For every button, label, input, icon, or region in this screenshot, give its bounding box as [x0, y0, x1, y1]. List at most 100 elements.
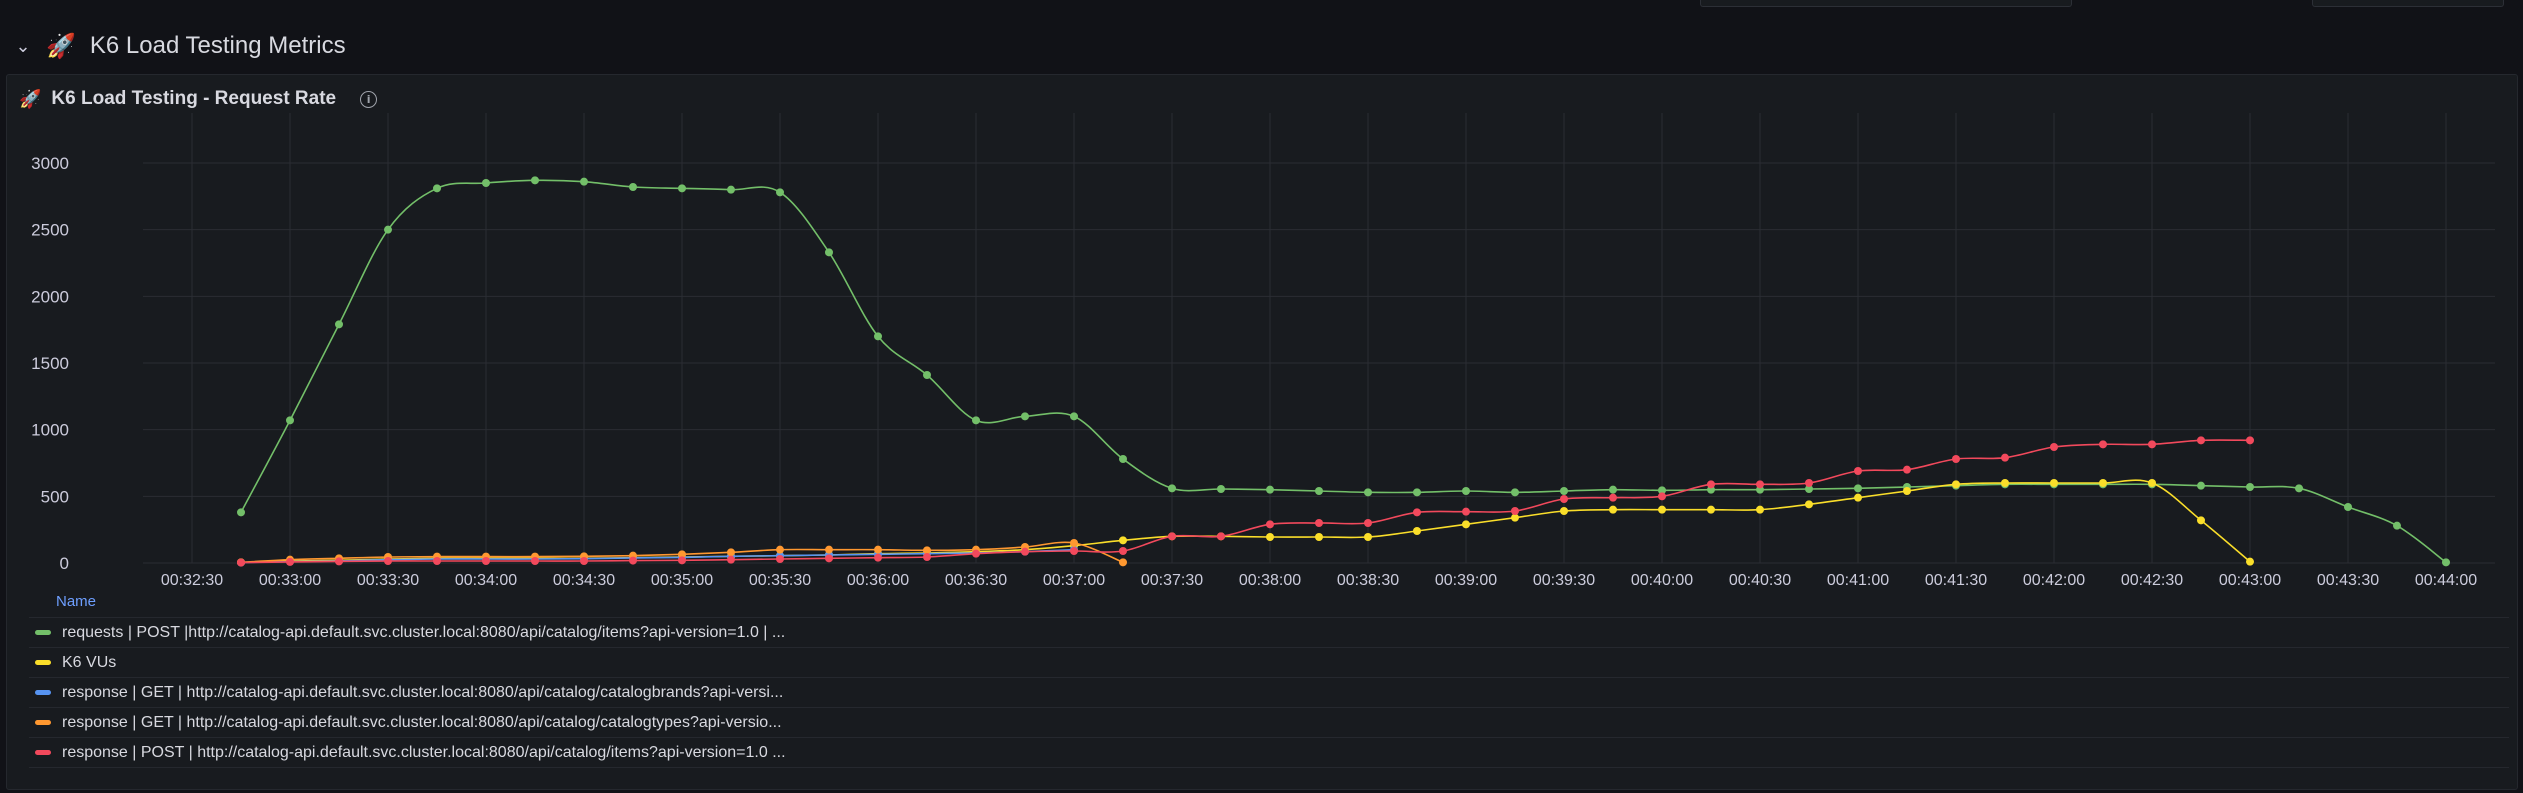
- data-point: [1070, 547, 1078, 555]
- x-tick-label: 00:41:30: [1925, 572, 1987, 587]
- legend-label: response | GET | http://catalog-api.defa…: [62, 713, 782, 731]
- y-tick-label: 1000: [31, 421, 69, 440]
- data-point: [580, 557, 588, 565]
- data-point: [776, 545, 784, 554]
- series-line: [240, 179, 2447, 563]
- data-point: [433, 557, 441, 565]
- data-point: [923, 546, 931, 555]
- data-point: [531, 176, 539, 185]
- data-point: [678, 550, 686, 559]
- x-tick-label: 00:35:00: [651, 572, 713, 587]
- data-point: [1511, 488, 1519, 497]
- rocket-icon: 🚀: [19, 88, 42, 109]
- x-tick-label: 00:44:00: [2415, 572, 2477, 587]
- data-point: [1462, 487, 1470, 495]
- x-tick-label: 00:40:00: [1631, 572, 1693, 587]
- data-point: [482, 179, 490, 187]
- info-icon[interactable]: i: [360, 90, 378, 108]
- y-tick-label: 500: [41, 487, 69, 506]
- data-point: [1021, 412, 1029, 421]
- data-point: [874, 545, 882, 554]
- x-tick-label: 00:38:00: [1239, 572, 1301, 587]
- data-point: [1217, 532, 1225, 541]
- y-tick-label: 2500: [31, 221, 69, 240]
- data-point: [776, 555, 784, 563]
- toolbar-control[interactable]: [2312, 0, 2504, 7]
- toolbar-control[interactable]: [1700, 0, 2072, 7]
- x-tick-label: 00:36:30: [945, 572, 1007, 587]
- data-point: [727, 185, 735, 194]
- data-point: [1707, 480, 1715, 489]
- time-series-chart[interactable]: 0 500 1000 1500 2000 2500 3000 00:32:30 00:33:0…: [7, 75, 2517, 587]
- legend-label: response | POST | http://catalog-api.def…: [62, 743, 786, 761]
- data-point: [2197, 436, 2205, 445]
- data-point: [2099, 479, 2107, 487]
- legend-item[interactable]: response | GET | http://catalog-api.defa…: [29, 708, 2509, 738]
- data-point: [1364, 519, 1372, 527]
- request-rate-panel: 🚀 K6 Load Testing - Request Rate i 0 500 1…: [6, 74, 2518, 790]
- legend-swatch: [35, 630, 51, 635]
- data-point: [1658, 492, 1666, 501]
- legend-swatch: [35, 750, 51, 755]
- data-point: [1805, 479, 1813, 487]
- data-point: [2148, 440, 2156, 449]
- data-point: [1070, 412, 1078, 421]
- legend-item[interactable]: requests | POST |http://catalog-api.defa…: [29, 618, 2509, 648]
- legend-column-header[interactable]: Name: [29, 587, 2509, 618]
- data-point: [678, 184, 686, 193]
- series-0: [237, 176, 2450, 567]
- data-point: [580, 177, 588, 186]
- y-tick-label: 2000: [31, 287, 69, 306]
- data-point: [433, 184, 441, 193]
- legend-swatch: [35, 690, 51, 695]
- x-tick-label: 00:39:00: [1435, 572, 1497, 587]
- legend-swatch: [35, 660, 51, 665]
- x-tick-label: 00:41:00: [1827, 572, 1889, 587]
- legend-item[interactable]: response | POST | http://catalog-api.def…: [29, 738, 2509, 768]
- data-point: [2197, 481, 2205, 490]
- y-axis: 0 500 1000 1500 2000 2500 3000: [31, 154, 69, 573]
- chevron-down-icon[interactable]: ⌄: [15, 35, 31, 56]
- x-tick-label: 00:38:30: [1337, 572, 1399, 587]
- x-tick-label: 00:42:00: [2023, 572, 2085, 587]
- data-point: [286, 557, 294, 566]
- data-point: [629, 556, 637, 565]
- data-point: [1462, 520, 1470, 529]
- data-point: [1315, 533, 1323, 541]
- legend-item[interactable]: K6 VUs: [29, 648, 2509, 678]
- x-tick-label: 00:42:30: [2121, 572, 2183, 587]
- data-point: [1266, 533, 1274, 541]
- data-point: [2393, 521, 2401, 530]
- data-point: [482, 557, 490, 565]
- x-tick-label: 00:40:30: [1729, 572, 1791, 587]
- data-point: [1658, 505, 1666, 514]
- panel-header[interactable]: 🚀 K6 Load Testing - Request Rate i: [19, 85, 378, 113]
- data-point: [2246, 483, 2254, 491]
- data-point: [384, 557, 392, 565]
- x-tick-label: 00:37:30: [1141, 572, 1203, 587]
- data-point: [1854, 493, 1862, 502]
- data-point: [1511, 513, 1519, 522]
- legend-item[interactable]: response | GET | http://catalog-api.defa…: [29, 678, 2509, 708]
- y-tick-label: 3000: [31, 154, 69, 173]
- data-point: [1266, 485, 1274, 494]
- x-tick-label: 00:35:30: [749, 572, 811, 587]
- data-point: [1952, 480, 1960, 489]
- x-tick-label: 00:37:00: [1043, 572, 1105, 587]
- series-line: [240, 479, 2251, 564]
- data-point: [1413, 527, 1421, 535]
- dashboard-row-header[interactable]: ⌄ 🚀 K6 Load Testing Metrics: [14, 24, 346, 68]
- data-point: [776, 188, 784, 197]
- row-title: K6 Load Testing Metrics: [89, 32, 346, 59]
- x-tick-label: 00:32:30: [161, 572, 223, 587]
- data-point: [825, 554, 833, 563]
- data-point: [2001, 453, 2009, 462]
- data-point: [727, 555, 735, 564]
- data-point: [1168, 484, 1176, 493]
- data-point: [1315, 519, 1323, 527]
- legend-label: response | GET | http://catalog-api.defa…: [62, 683, 784, 701]
- data-point: [629, 183, 637, 191]
- data-point: [1707, 505, 1715, 514]
- data-point: [1609, 505, 1617, 514]
- series-4: [237, 436, 2254, 567]
